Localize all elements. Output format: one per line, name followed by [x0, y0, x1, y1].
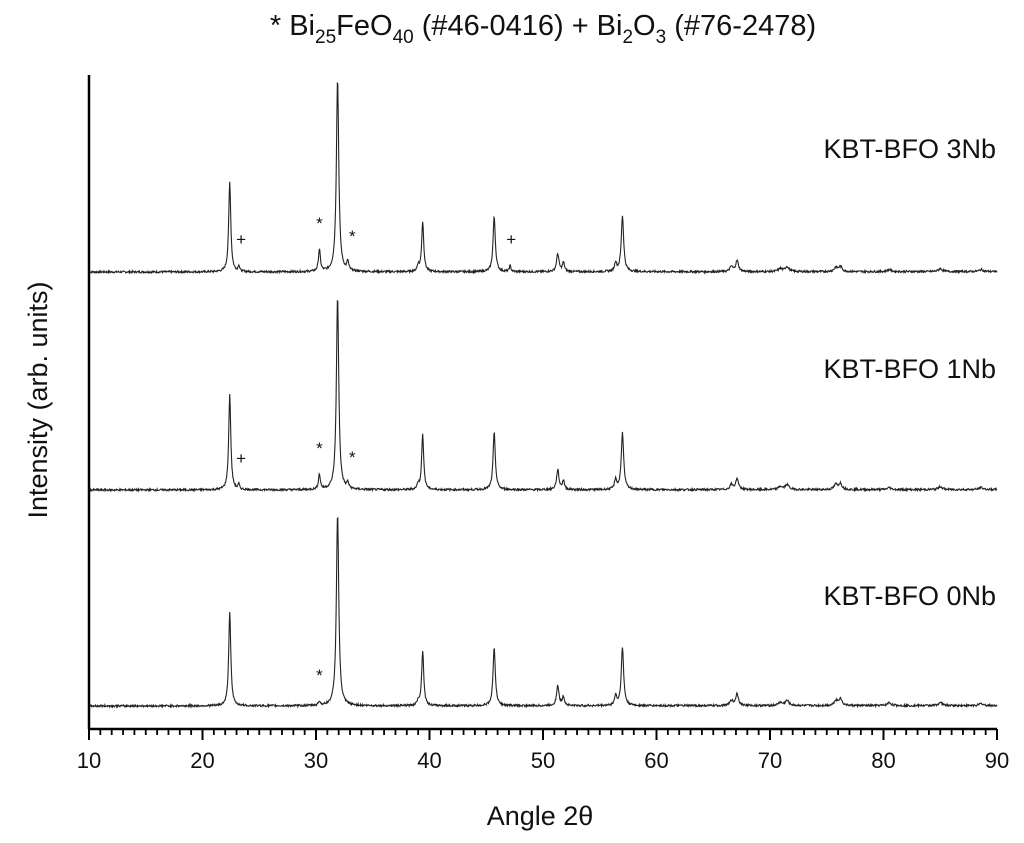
phase-marker-kbt-bfo-3nb-0: +	[236, 230, 246, 249]
axes: 10 20 30 40 50 60 70 80 90	[77, 75, 1009, 773]
x-tick-label-30: 30	[304, 748, 328, 773]
x-tick-label-40: 40	[417, 748, 441, 773]
x-tick-label-90: 90	[985, 748, 1009, 773]
series-kbt-bfo-0nb: KBT-BFO 0Nb *	[88, 516, 998, 709]
y-axis-label: Intensity (arb. units)	[23, 281, 53, 518]
title-part-1: 25	[315, 27, 336, 48]
series-label-kbt-bfo-0nb: KBT-BFO 0Nb	[823, 581, 996, 611]
phase-marker-kbt-bfo-3nb-1: *	[316, 214, 323, 233]
x-tick-label-20: 20	[190, 748, 214, 773]
trace-kbt-bfo-3nb	[88, 81, 998, 275]
x-tick-label-60: 60	[644, 748, 668, 773]
title-part-6: O	[633, 10, 656, 42]
title-part-7: 3	[656, 27, 667, 48]
x-tick-label-10: 10	[77, 748, 101, 773]
trace-kbt-bfo-1nb	[88, 300, 998, 493]
phase-marker-kbt-bfo-3nb-3: +	[506, 230, 516, 249]
title-part-3: 40	[393, 27, 414, 48]
x-tick-label-50: 50	[531, 748, 555, 773]
title-part-2: FeO	[336, 10, 392, 42]
x-tick-label-70: 70	[758, 748, 782, 773]
phase-marker-kbt-bfo-3nb-2: *	[349, 227, 356, 246]
title-part-5: 2	[622, 27, 633, 48]
plot-area: KBT-BFO 3Nb+** +KBT-BFO 1Nb+* *KBT-BFO 0Nb…	[88, 81, 998, 709]
x-tick-label-80: 80	[871, 748, 895, 773]
phase-marker-kbt-bfo-1nb-2: *	[349, 448, 356, 467]
title-part-8: (#76-2478)	[666, 10, 816, 42]
title-part-0: * Bi	[270, 10, 315, 42]
series-kbt-bfo-3nb: KBT-BFO 3Nb + * * +	[88, 81, 998, 275]
phase-marker-kbt-bfo-0nb-0: *	[316, 666, 323, 685]
series-label-kbt-bfo-3nb: KBT-BFO 3Nb	[823, 134, 996, 164]
series-label-kbt-bfo-1nb: KBT-BFO 1Nb	[823, 354, 996, 384]
x-axis-label: Angle 2θ	[487, 801, 594, 831]
phase-marker-kbt-bfo-1nb-0: +	[236, 449, 246, 468]
trace-kbt-bfo-0nb	[88, 516, 998, 709]
series-kbt-bfo-1nb: KBT-BFO 1Nb + * *	[88, 300, 998, 493]
chart-title: * Bi25FeO40 (#46-0416) + Bi2O3 (#76-2478…	[270, 10, 816, 48]
phase-marker-kbt-bfo-1nb-1: *	[316, 439, 323, 458]
title-part-4: (#46-0416) + Bi	[414, 10, 623, 42]
